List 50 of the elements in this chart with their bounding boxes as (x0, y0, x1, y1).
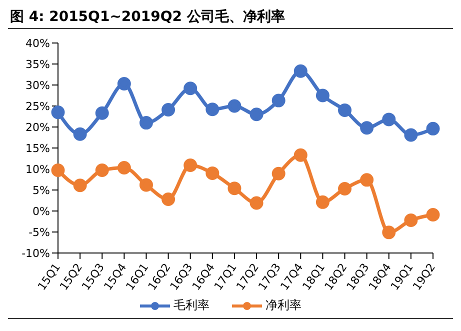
y-tick-label: 20% (26, 120, 50, 134)
chart-title: 图 4: 2015Q1~2019Q2 公司毛、净利率 (8, 8, 453, 29)
y-tick-label: 10% (26, 162, 50, 176)
point (184, 82, 198, 96)
y-tick-label: 5% (32, 184, 50, 197)
y-tick-label: 35% (26, 58, 50, 71)
point (117, 76, 131, 90)
point (139, 178, 153, 192)
point (206, 166, 220, 180)
point (316, 195, 330, 209)
point (228, 182, 242, 196)
point (139, 116, 153, 130)
y-tick-label: 40% (26, 36, 50, 50)
legend-label: 净利率 (266, 297, 302, 314)
point (117, 160, 131, 174)
point (272, 166, 286, 180)
point (404, 213, 418, 227)
point (206, 102, 220, 116)
point (95, 106, 109, 120)
point (51, 106, 65, 120)
point (338, 182, 352, 196)
y-tick-label: 0% (32, 204, 50, 218)
y-tick-label: 15% (26, 142, 50, 155)
point (360, 173, 374, 187)
point (294, 148, 308, 162)
point (73, 127, 87, 141)
y-tick-label: -5% (28, 226, 50, 239)
point (426, 208, 440, 222)
point (250, 108, 264, 122)
point (250, 196, 264, 210)
legend-label: 毛利率 (174, 297, 210, 314)
point (382, 112, 396, 126)
point (162, 192, 176, 206)
point (316, 88, 330, 102)
point (73, 178, 87, 192)
point (95, 164, 109, 178)
point (228, 99, 242, 113)
point (338, 103, 352, 117)
point (360, 121, 374, 135)
y-tick-label: 25% (26, 100, 50, 113)
point (184, 158, 198, 172)
y-tick-label: 30% (26, 78, 50, 92)
point (272, 94, 286, 108)
y-tick-label: -10% (22, 246, 50, 260)
point (162, 103, 176, 117)
point (404, 128, 418, 142)
point (51, 164, 65, 178)
point (294, 64, 308, 78)
point (382, 226, 396, 240)
point (426, 122, 440, 136)
